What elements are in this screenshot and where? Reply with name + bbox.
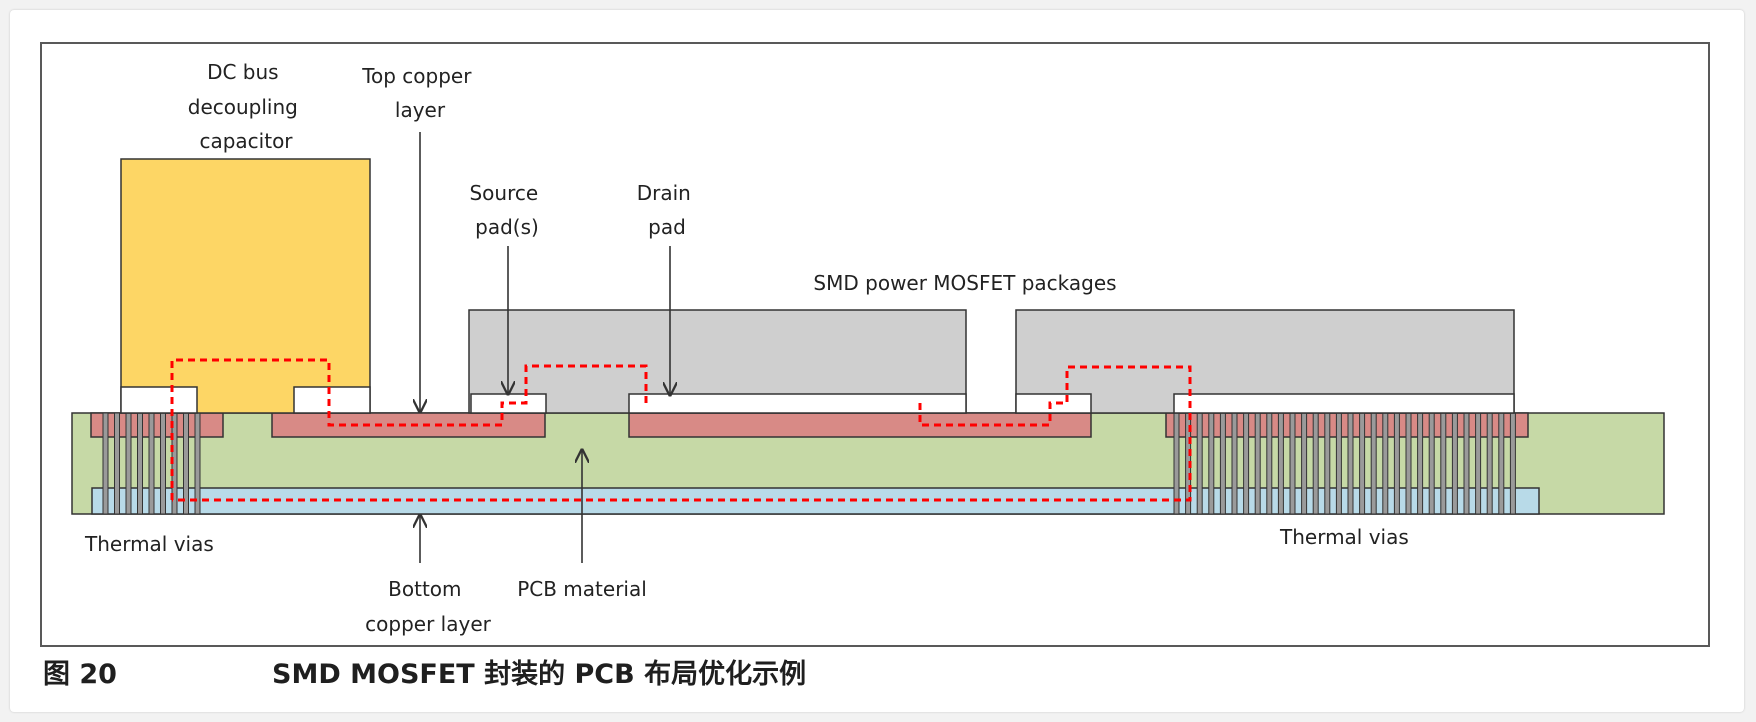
thermal-via [148,412,155,515]
thermal-via [1405,412,1412,515]
thermal-via [1312,412,1319,515]
top-copper-layer [90,412,1529,438]
thermal-via [125,412,132,515]
capacitor-label: DC bus decoupling capacitor [188,60,304,153]
thermal-via [1196,412,1203,515]
thermal-via [1440,412,1447,515]
drain-pad-label: Drain pad [637,181,697,239]
thermal-via [1498,412,1505,515]
thermal-via [1219,412,1226,515]
thermal-via [1266,412,1273,515]
thermal-via [1243,412,1250,515]
thermal-via [1393,412,1400,515]
thermal-via [1359,412,1366,515]
thermal-via [1254,412,1261,515]
thermal-via [1451,412,1458,515]
thermal-via [1486,412,1493,515]
thermal-vias-left [102,412,201,515]
source-pad-2 [1015,393,1092,414]
heat-path-segment-1 [170,358,648,500]
drain-pad-1 [628,393,967,414]
thermal-via [1428,412,1435,515]
drain-pad-2 [1173,393,1515,414]
capacitor-terminal-right [293,386,371,414]
pcb-material-label: PCB material [517,577,647,601]
thermal-via [1463,412,1470,515]
top-copper-source [271,412,546,438]
thermal-via [1324,412,1331,515]
thermal-via [1208,412,1215,515]
top-copper-left [90,412,224,438]
top-copper-drain [628,412,1092,438]
thermal-via [1301,412,1308,515]
thermal-via [1475,412,1482,515]
heat-path-segment-2 [172,365,1192,502]
bottom-copper-label: Bottom copper layer [365,577,491,636]
thermal-via [1417,412,1424,515]
thermal-via [1382,412,1389,515]
source-pad-1 [470,393,547,414]
thermal-via [160,412,166,515]
figure-number: 图 20 [43,659,117,690]
thermal-via [137,412,143,515]
packages-label: SMD power MOSFET packages [813,271,1116,295]
top-copper-label: Top copper layer [361,64,478,122]
thermal-via [1289,412,1296,515]
thermal-vias-right [1173,412,1516,515]
thermal-via [102,412,109,515]
thermal-via [1335,412,1342,515]
figure-title: SMD MOSFET 封装的 PCB 布局优化示例 [272,659,807,690]
thermal-via [114,412,120,515]
thermal-vias-left-label: Thermal vias [84,532,214,556]
source-pad-label: Source pad(s) [469,181,544,239]
decoupling-capacitor [120,158,371,414]
capacitor-terminal-left [120,386,198,414]
thermal-via [1347,412,1354,515]
thermal-via [1370,412,1377,515]
thermal-via [1509,412,1516,515]
thermal-via [1231,412,1238,515]
thermal-via [1277,412,1284,515]
thermal-vias-right-label: Thermal vias [1279,525,1409,549]
